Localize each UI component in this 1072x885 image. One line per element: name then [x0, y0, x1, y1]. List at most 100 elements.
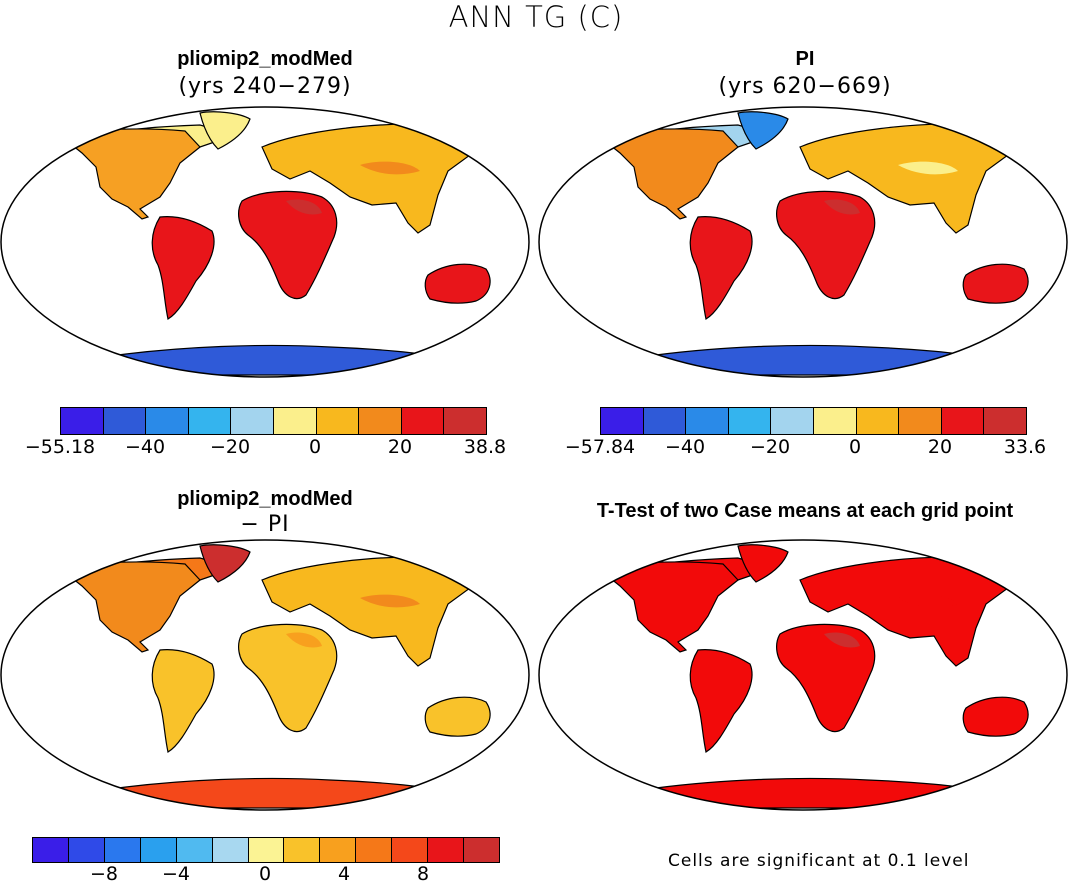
panel2-map [538, 106, 1068, 378]
colorbar-swatch [284, 838, 321, 862]
cb1-tick: −20 [209, 436, 251, 458]
colorbar-swatch [273, 408, 317, 434]
cb3-tick: 8 [416, 863, 430, 885]
landmass-australia [962, 263, 1029, 304]
colorbar-1-labels: −55.18 −40 −20 0 20 38.8 [0, 436, 530, 462]
colorbar-swatch [320, 838, 357, 862]
colorbar-3 [32, 837, 500, 863]
landmass-greenland [199, 111, 251, 150]
landmass-australia [424, 696, 491, 737]
temperature-region [360, 594, 420, 608]
colorbar-swatch [464, 838, 499, 862]
panel1-map [0, 106, 530, 378]
cb2-tick: −57.84 [564, 436, 636, 458]
colorbar-swatch [444, 408, 486, 434]
colorbar-swatch [188, 408, 232, 434]
colorbar-2-labels: −57.84 −40 −20 0 20 33.6 [0, 436, 1072, 462]
panel3-title: pliomip2_modMed [177, 488, 353, 510]
cb1-tick: 38.8 [463, 436, 507, 458]
cb3-tick: −8 [89, 863, 119, 885]
panel2-title: PI [795, 48, 815, 70]
cb1-tick: 20 [387, 436, 413, 458]
colorbar-swatch [643, 408, 687, 434]
landmass-australia [424, 263, 491, 304]
cb1-tick: −55.18 [24, 436, 96, 458]
landmass-southamerica [151, 649, 215, 753]
cb2-tick: 0 [848, 436, 862, 458]
landmass-southamerica [151, 216, 215, 320]
colorbar-swatch [104, 838, 141, 862]
landmass-africa [776, 190, 876, 300]
cb3-tick: −4 [161, 863, 191, 885]
cb1-tick: −40 [124, 436, 166, 458]
colorbar-swatch [316, 408, 360, 434]
panel3-map [0, 539, 530, 811]
colorbar-swatch [248, 838, 285, 862]
colorbar-swatch [601, 408, 644, 434]
colorbar-swatch [146, 408, 189, 434]
temperature-region [824, 632, 860, 648]
cb3-tick: 0 [258, 863, 272, 885]
colorbar-3-labels: −8 −4 0 4 8 [0, 863, 530, 885]
colorbar-swatch [428, 838, 465, 862]
map-boundary [538, 539, 1068, 811]
colorbar-swatch [68, 838, 105, 862]
map-boundary [0, 539, 530, 811]
colorbar-swatch [941, 408, 985, 434]
colorbar-1 [60, 407, 487, 435]
colorbar-swatch [984, 408, 1026, 434]
panel1-subtitle: (yrs 240−279) [178, 74, 352, 99]
landmass-southamerica [689, 649, 753, 753]
cb2-tick: 33.6 [1003, 436, 1047, 458]
colorbar-swatch [856, 408, 900, 434]
landmass-australia [962, 696, 1029, 737]
landmass-americas [60, 128, 201, 220]
temperature-region [898, 594, 958, 608]
cb3-tick: 4 [337, 863, 351, 885]
panel2-subtitle: (yrs 620−669) [718, 74, 892, 99]
colorbar-swatch [392, 838, 429, 862]
panel4-map [538, 539, 1068, 811]
colorbar-swatch [61, 408, 104, 434]
landmass-greenland [737, 544, 789, 583]
colorbar-swatch [813, 408, 857, 434]
temperature-region [286, 632, 322, 648]
temperature-region [360, 161, 420, 175]
landmass-americas [598, 561, 739, 653]
panel1-title: pliomip2_modMed [177, 48, 353, 70]
map-boundary [538, 106, 1068, 378]
colorbar-swatch [212, 838, 249, 862]
landmass-americas [598, 128, 739, 220]
landmass-africa [238, 623, 338, 733]
colorbar-swatch [231, 408, 274, 434]
cb2-tick: −20 [749, 436, 791, 458]
significance-note: Cells are significant at 0.1 level [668, 851, 970, 871]
panel4-title: T-Test of two Case means at each grid po… [596, 500, 1014, 522]
cb2-tick: 20 [927, 436, 953, 458]
landmass-africa [238, 190, 338, 300]
landmass-americas [60, 561, 201, 653]
colorbar-swatch [899, 408, 942, 434]
temperature-region [286, 199, 322, 215]
cb2-tick: −40 [664, 436, 706, 458]
cb1-tick: 0 [308, 436, 322, 458]
colorbar-swatch [103, 408, 147, 434]
colorbar-swatch [356, 838, 393, 862]
colorbar-swatch [686, 408, 729, 434]
colorbar-swatch [771, 408, 814, 434]
landmass-greenland [199, 544, 251, 583]
colorbar-swatch [176, 838, 213, 862]
landmass-africa [776, 623, 876, 733]
colorbar-swatch [728, 408, 772, 434]
landmass-greenland [737, 111, 789, 150]
colorbar-swatch [359, 408, 402, 434]
map-boundary [0, 106, 530, 378]
colorbar-2 [600, 407, 1027, 435]
panel3-subtitle: − PI [240, 512, 290, 537]
colorbar-swatch [140, 838, 177, 862]
figure-title: ANN TG (C) [448, 0, 624, 34]
colorbar-swatch [33, 838, 69, 862]
temperature-region [898, 161, 958, 175]
temperature-region [824, 199, 860, 215]
landmass-southamerica [689, 216, 753, 320]
